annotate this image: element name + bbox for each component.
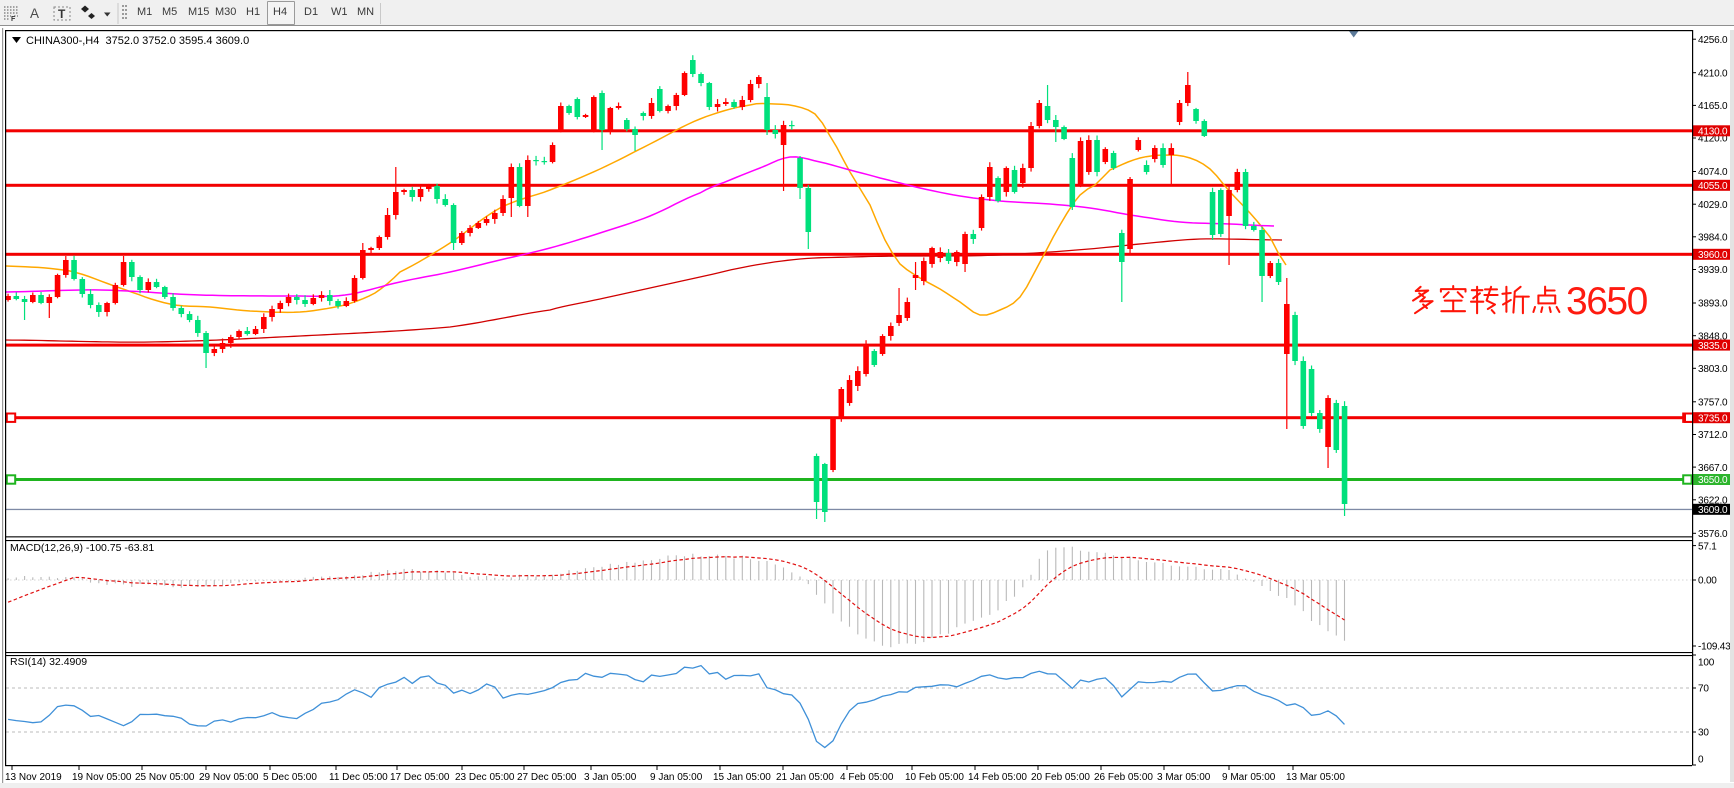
svg-text:26 Feb 05:00: 26 Feb 05:00 bbox=[1094, 772, 1153, 783]
svg-text:3 Mar 05:00: 3 Mar 05:00 bbox=[1157, 772, 1211, 783]
svg-text:3984.0: 3984.0 bbox=[1698, 233, 1728, 244]
svg-text:3667.0: 3667.0 bbox=[1698, 463, 1728, 474]
svg-text:3576.0: 3576.0 bbox=[1698, 529, 1728, 540]
svg-text:3735.0: 3735.0 bbox=[1698, 413, 1728, 424]
svg-text:4165.0: 4165.0 bbox=[1698, 101, 1728, 112]
svg-text:3960.0: 3960.0 bbox=[1698, 250, 1728, 261]
svg-text:A: A bbox=[30, 6, 39, 21]
svg-text:11 Dec 05:00: 11 Dec 05:00 bbox=[329, 772, 388, 783]
svg-text:3757.0: 3757.0 bbox=[1698, 398, 1728, 409]
svg-text:100: 100 bbox=[1698, 658, 1715, 669]
svg-text:MACD(12,26,9) -100.75 -63.81: MACD(12,26,9) -100.75 -63.81 bbox=[10, 542, 154, 554]
svg-text:20 Feb 05:00: 20 Feb 05:00 bbox=[1031, 772, 1090, 783]
svg-text:CHINA300-,H4 3752.0 3752.0 35: CHINA300-,H4 3752.0 3752.0 3595.4 3609.0 bbox=[26, 35, 249, 47]
svg-text:3 Jan 05:00: 3 Jan 05:00 bbox=[584, 772, 637, 783]
svg-text:3712.0: 3712.0 bbox=[1698, 430, 1728, 441]
svg-text:3609.0: 3609.0 bbox=[1698, 505, 1728, 516]
svg-text:RSI(14) 32.4909: RSI(14) 32.4909 bbox=[10, 656, 87, 668]
svg-text:13 Nov 2019: 13 Nov 2019 bbox=[5, 772, 62, 783]
svg-text:23 Dec 05:00: 23 Dec 05:00 bbox=[455, 772, 515, 783]
svg-text:3650: 3650 bbox=[1566, 280, 1648, 323]
svg-text:4256.0: 4256.0 bbox=[1698, 35, 1728, 46]
svg-text:0.00: 0.00 bbox=[1698, 576, 1717, 587]
svg-text:4055.0: 4055.0 bbox=[1698, 181, 1728, 192]
svg-text:F: F bbox=[11, 16, 16, 23]
svg-text:4029.0: 4029.0 bbox=[1698, 200, 1728, 211]
svg-text:13 Mar 05:00: 13 Mar 05:00 bbox=[1286, 772, 1345, 783]
svg-text:4130.0: 4130.0 bbox=[1698, 127, 1728, 138]
svg-text:70: 70 bbox=[1698, 684, 1709, 695]
svg-text:5 Dec 05:00: 5 Dec 05:00 bbox=[263, 772, 317, 783]
svg-text:-109.43: -109.43 bbox=[1698, 642, 1731, 653]
svg-text:T: T bbox=[58, 7, 66, 21]
svg-text:3893.0: 3893.0 bbox=[1698, 299, 1728, 310]
svg-text:4120.0: 4120.0 bbox=[1698, 134, 1728, 145]
svg-text:3650.0: 3650.0 bbox=[1698, 475, 1728, 486]
svg-text:29 Nov 05:00: 29 Nov 05:00 bbox=[199, 772, 259, 783]
svg-text:3622.0: 3622.0 bbox=[1698, 496, 1728, 507]
svg-text:4 Feb 05:00: 4 Feb 05:00 bbox=[840, 772, 894, 783]
svg-text:25 Nov 05:00: 25 Nov 05:00 bbox=[135, 772, 195, 783]
svg-text:15 Jan 05:00: 15 Jan 05:00 bbox=[713, 772, 771, 783]
svg-text:17 Dec 05:00: 17 Dec 05:00 bbox=[390, 772, 450, 783]
svg-text:3835.0: 3835.0 bbox=[1698, 341, 1728, 352]
svg-text:9 Jan 05:00: 9 Jan 05:00 bbox=[650, 772, 703, 783]
svg-text:3848.0: 3848.0 bbox=[1698, 331, 1728, 342]
svg-text:21 Jan 05:00: 21 Jan 05:00 bbox=[776, 772, 834, 783]
svg-text:0: 0 bbox=[1698, 755, 1704, 766]
svg-text:4210.0: 4210.0 bbox=[1698, 68, 1728, 79]
svg-text:3939.0: 3939.0 bbox=[1698, 265, 1728, 276]
svg-text:3803.0: 3803.0 bbox=[1698, 364, 1728, 375]
svg-text:9 Mar 05:00: 9 Mar 05:00 bbox=[1222, 772, 1276, 783]
svg-text:4074.0: 4074.0 bbox=[1698, 167, 1728, 178]
svg-text:19 Nov 05:00: 19 Nov 05:00 bbox=[72, 772, 132, 783]
svg-text:30: 30 bbox=[1698, 728, 1709, 739]
svg-text:10 Feb 05:00: 10 Feb 05:00 bbox=[905, 772, 964, 783]
svg-text:27 Dec 05:00: 27 Dec 05:00 bbox=[517, 772, 577, 783]
svg-text:57.1: 57.1 bbox=[1698, 541, 1717, 552]
svg-text:14 Feb 05:00: 14 Feb 05:00 bbox=[968, 772, 1027, 783]
